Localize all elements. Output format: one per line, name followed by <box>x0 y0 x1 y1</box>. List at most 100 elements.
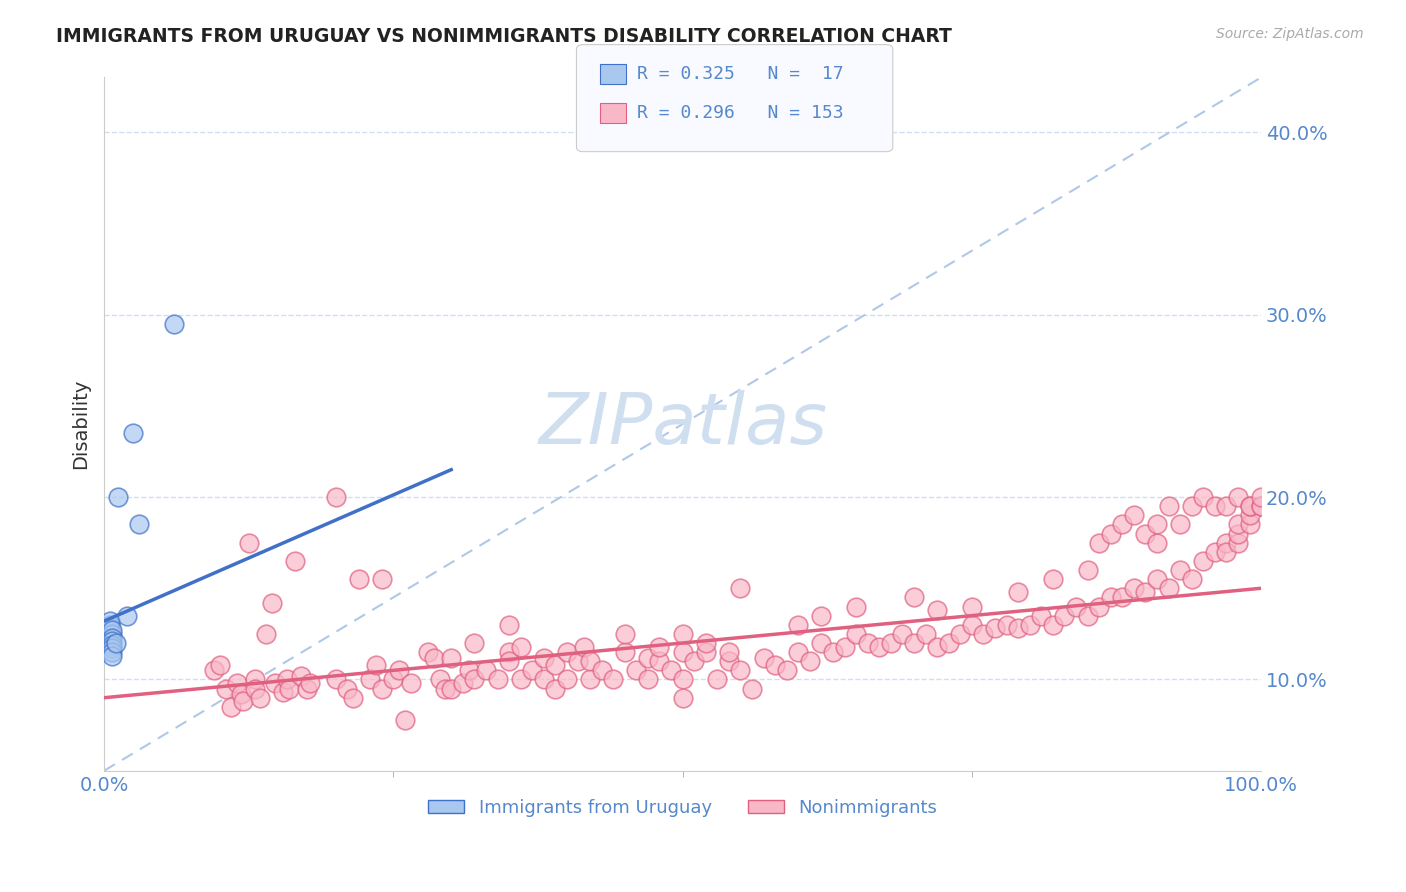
Point <box>672 690 695 705</box>
Point <box>1099 526 1122 541</box>
Point <box>276 673 298 687</box>
Point <box>927 640 949 654</box>
Point <box>1007 621 1029 635</box>
Point <box>591 664 613 678</box>
Point <box>336 681 359 696</box>
Point <box>1215 535 1237 549</box>
Point <box>347 572 370 586</box>
Point <box>1181 572 1204 586</box>
Point <box>938 636 960 650</box>
Point <box>567 654 589 668</box>
Point <box>1053 608 1076 623</box>
Point <box>451 676 474 690</box>
Point <box>382 673 405 687</box>
Point <box>555 673 578 687</box>
Point <box>810 636 832 650</box>
Text: R = 0.325   N =  17: R = 0.325 N = 17 <box>637 65 844 83</box>
Point <box>706 673 728 687</box>
Point <box>1239 517 1261 532</box>
Point <box>695 645 717 659</box>
Point <box>1204 499 1226 513</box>
Point <box>117 608 139 623</box>
Point <box>101 641 124 656</box>
Point <box>880 636 903 650</box>
Point <box>498 645 520 659</box>
Point <box>695 636 717 650</box>
Point <box>544 681 567 696</box>
Point <box>776 664 799 678</box>
Point <box>128 517 150 532</box>
Point <box>101 648 124 663</box>
Point <box>1192 490 1215 504</box>
Point <box>752 650 775 665</box>
Point <box>1146 572 1168 586</box>
Point <box>249 690 271 705</box>
Point <box>579 654 602 668</box>
Point <box>98 614 121 628</box>
Point <box>533 650 555 665</box>
Point <box>278 681 301 696</box>
Point <box>498 617 520 632</box>
Point <box>949 627 972 641</box>
Point <box>475 664 498 678</box>
Point <box>821 645 844 659</box>
Point <box>1250 499 1272 513</box>
Point <box>1226 490 1249 504</box>
Point <box>299 676 322 690</box>
Point <box>101 627 124 641</box>
Point <box>1088 535 1111 549</box>
Point <box>1031 608 1053 623</box>
Point <box>98 617 121 632</box>
Point <box>162 317 184 331</box>
Point <box>683 654 706 668</box>
Point <box>845 627 868 641</box>
Point <box>463 673 485 687</box>
Point <box>659 664 682 678</box>
Point <box>498 654 520 668</box>
Point <box>243 681 266 696</box>
Point <box>960 617 983 632</box>
Point <box>254 627 277 641</box>
Point <box>101 631 124 645</box>
Point <box>1192 554 1215 568</box>
Point <box>1157 581 1180 595</box>
Point <box>868 640 890 654</box>
Point <box>1042 572 1064 586</box>
Point <box>364 657 387 672</box>
Point <box>1111 591 1133 605</box>
Point <box>226 676 249 690</box>
Point <box>1239 499 1261 513</box>
Point <box>208 657 231 672</box>
Point <box>730 581 752 595</box>
Point <box>1250 490 1272 504</box>
Point <box>984 621 1007 635</box>
Text: ZIPatlas: ZIPatlas <box>538 390 827 458</box>
Point <box>1226 526 1249 541</box>
Point <box>1088 599 1111 614</box>
Point <box>128 818 150 832</box>
Point <box>1042 617 1064 632</box>
Text: R = 0.296   N = 153: R = 0.296 N = 153 <box>637 104 844 122</box>
Point <box>613 627 636 641</box>
Point <box>1007 585 1029 599</box>
Point <box>416 645 439 659</box>
Point <box>221 699 243 714</box>
Point <box>1077 563 1099 577</box>
Point <box>104 636 127 650</box>
Point <box>672 673 695 687</box>
Point <box>122 426 145 441</box>
Point <box>648 654 671 668</box>
Point <box>509 673 531 687</box>
Point <box>273 685 295 699</box>
Text: IMMIGRANTS FROM URUGUAY VS NONIMMIGRANTS DISABILITY CORRELATION CHART: IMMIGRANTS FROM URUGUAY VS NONIMMIGRANTS… <box>56 27 952 45</box>
Point <box>284 554 307 568</box>
Point <box>717 645 740 659</box>
Point <box>1168 517 1191 532</box>
Point <box>574 640 596 654</box>
Point <box>325 673 347 687</box>
Point <box>533 673 555 687</box>
Point <box>1226 517 1249 532</box>
Point <box>787 645 810 659</box>
Y-axis label: Disability: Disability <box>72 379 90 469</box>
Point <box>1226 535 1249 549</box>
